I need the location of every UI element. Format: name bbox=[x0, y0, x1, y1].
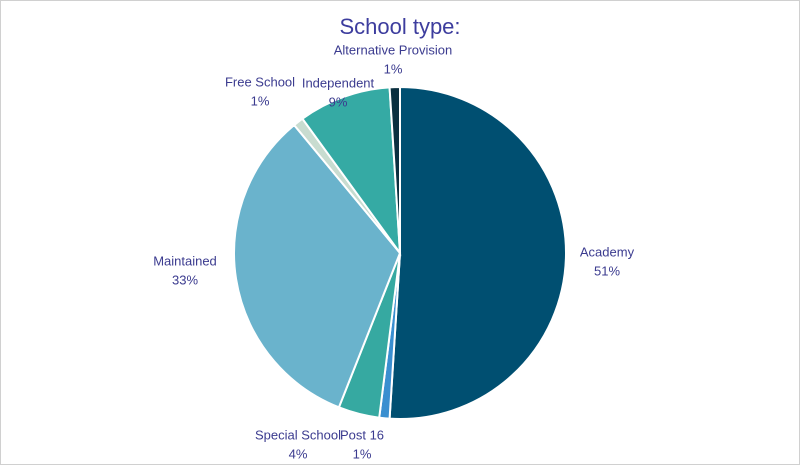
slice-label: Maintained bbox=[153, 253, 217, 268]
slice-value-label: 1% bbox=[353, 446, 372, 461]
pie-slice bbox=[388, 85, 401, 254]
slice-label: Alternative Provision bbox=[334, 42, 453, 57]
pie-slice bbox=[233, 123, 402, 409]
slice-label: Free School bbox=[225, 74, 295, 89]
slice-label: Special School bbox=[255, 427, 341, 442]
slice-label: Academy bbox=[580, 244, 635, 259]
pie-slice bbox=[301, 86, 402, 257]
slice-value-label: 33% bbox=[172, 272, 198, 287]
slice-value-label: 4% bbox=[289, 446, 308, 461]
slice-value-label: 1% bbox=[384, 61, 403, 76]
chart-title: School type: bbox=[339, 14, 460, 39]
slice-label: Post 16 bbox=[340, 427, 384, 442]
slice-value-label: 51% bbox=[594, 263, 620, 278]
pie-slice bbox=[388, 85, 567, 420]
slice-value-label: 1% bbox=[251, 93, 270, 108]
slice-value-label: 9% bbox=[329, 94, 348, 109]
slice-label: Independent bbox=[302, 75, 375, 90]
